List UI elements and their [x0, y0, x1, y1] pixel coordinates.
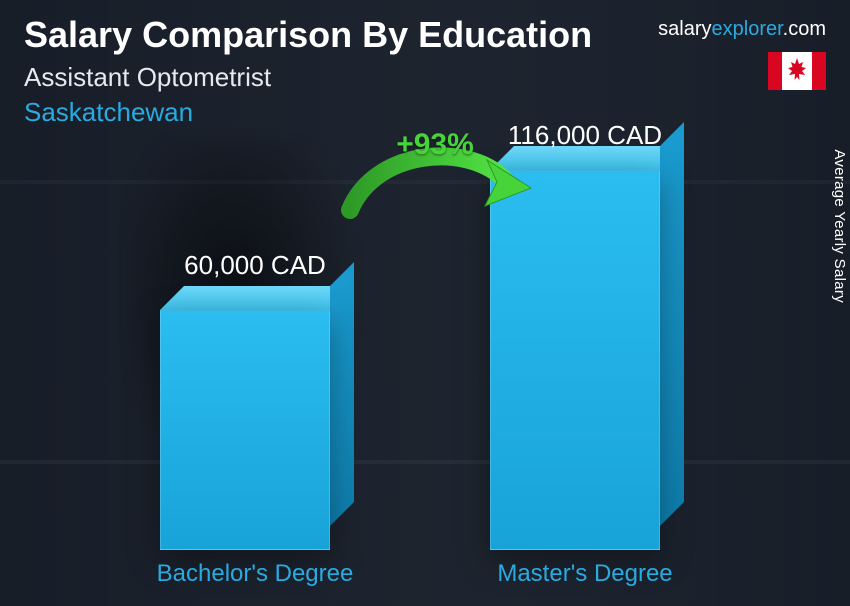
bar-side-face [330, 262, 354, 526]
bar-side-face [660, 122, 684, 526]
delta-arrow: +93% [335, 130, 535, 240]
infographic-canvas: Salary Comparison By Education Assistant… [0, 0, 850, 606]
bar-value-bachelors: 60,000 CAD [150, 250, 360, 281]
bar-label-masters: Master's Degree [470, 560, 700, 588]
bar-label-bachelors: Bachelor's Degree [140, 560, 370, 588]
bar-front-face [160, 310, 330, 550]
bar-chart: 60,000 CAD Bachelor's Degree 116,000 CAD… [0, 0, 850, 606]
delta-percent: +93% [396, 128, 474, 162]
bar-bachelors [160, 310, 330, 550]
bar-top-face [160, 286, 354, 310]
